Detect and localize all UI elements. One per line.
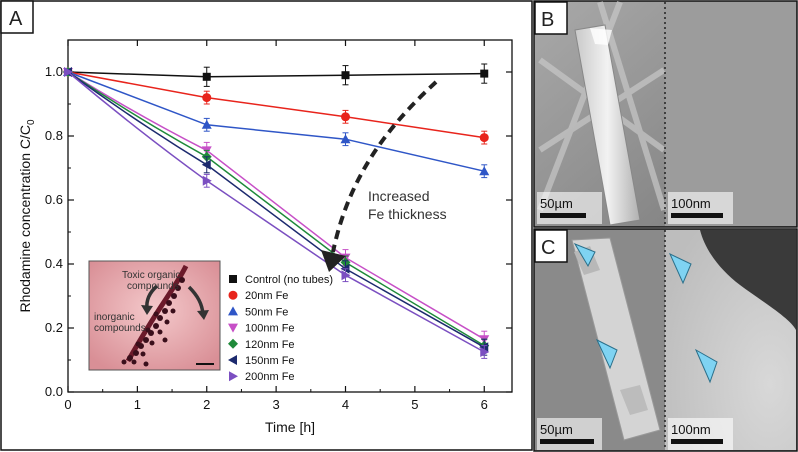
- panel-c: C 50µm 100nm: [533, 228, 798, 452]
- panel-c-scalebar-right: [671, 439, 723, 444]
- data-point: [340, 134, 351, 144]
- data-point: [480, 347, 490, 357]
- panel-b-scale-right: 100nm: [671, 196, 711, 211]
- pointer-c-3: [668, 252, 692, 285]
- panel-b-scalebar-left: [540, 213, 586, 218]
- y-tick-label: 0.4: [45, 256, 63, 271]
- x-tick-label: 3: [273, 397, 280, 412]
- legend-marker: [228, 355, 237, 365]
- annotation-line-2: Fe thickness: [368, 206, 447, 222]
- legend-label: Control (no tubes): [245, 274, 333, 286]
- data-point: [341, 112, 350, 122]
- data-point: [479, 133, 489, 143]
- legend-label: 100nm Fe: [245, 323, 295, 335]
- legend-marker: [229, 371, 238, 382]
- panel-b-letter: B: [541, 9, 554, 31]
- series-line: [67, 71, 485, 347]
- legend: Control (no tubes) 20nm Fe 50nm Fe 100nm Fe…: [228, 274, 333, 383]
- y-tick-label: 0.6: [45, 192, 63, 207]
- data-point: [202, 175, 212, 186]
- x-tick-label: 1: [134, 397, 141, 412]
- data-point: [64, 67, 73, 77]
- panel-c-scale-right: 100nm: [671, 422, 711, 437]
- y-tick-label: 0.2: [45, 320, 63, 335]
- y-tick-label: 1.0: [45, 64, 63, 79]
- series-line: [67, 71, 485, 348]
- legend-marker: [228, 323, 238, 333]
- panel-b-scalebar-right: [671, 213, 723, 218]
- data-point: [202, 93, 212, 103]
- legend-label: 120nm Fe: [245, 339, 295, 351]
- legend-marker: [229, 275, 237, 283]
- plot-frame: [67, 39, 513, 393]
- surface-c: [665, 230, 796, 450]
- legend-marker: [228, 338, 238, 349]
- legend-label: 200nm Fe: [245, 371, 295, 383]
- pointer-c-2: [595, 338, 618, 370]
- legend-label: 20nm Fe: [245, 290, 288, 302]
- inset-label-bottom-1: inorganic: [94, 312, 135, 323]
- series-line: [67, 71, 485, 340]
- x-tick-label: 5: [411, 397, 418, 412]
- data-point: [341, 270, 351, 281]
- y-tick-label: 0.8: [45, 128, 63, 143]
- x-tick-label: 0: [64, 397, 71, 412]
- data-point: [479, 166, 490, 176]
- panel-c-letter: C: [541, 237, 555, 259]
- series-line: [67, 71, 485, 353]
- data-point: [201, 119, 212, 129]
- data-point: [202, 72, 211, 81]
- x-tick-label: 2: [203, 397, 210, 412]
- annotation-line-1: Increased: [368, 188, 429, 204]
- thickness-arrow: [321, 80, 438, 272]
- x-tick-label: 4: [342, 397, 349, 412]
- y-axis-label: Rhodamine concentration C/C0: [17, 119, 37, 313]
- y-tick-label: 0.0: [45, 384, 63, 399]
- series-line: [67, 71, 485, 172]
- pointer-c-4: [694, 348, 718, 384]
- x-axis-label: Time [h]: [265, 419, 315, 435]
- data-point: [201, 159, 211, 170]
- panel-a-letter: A: [9, 8, 23, 30]
- data-point: [341, 71, 350, 80]
- series-fe200: [64, 67, 490, 359]
- panel-c-scale-left: 50µm: [540, 422, 573, 437]
- series-line: [67, 71, 485, 139]
- inset-photo: Toxic organic compounds inorganic compou…: [88, 260, 221, 371]
- microtube-b: [574, 24, 641, 226]
- pointer-c-1: [573, 242, 596, 268]
- legend-label: 150nm Fe: [245, 355, 295, 367]
- inset-label-top-1: Toxic organic: [122, 270, 180, 281]
- series-line: [67, 71, 485, 78]
- panel-b: B 50µm 100nm: [533, 0, 798, 228]
- legend-marker: [228, 306, 238, 316]
- inset-label-bottom-2: compounds: [94, 323, 146, 334]
- panel-c-scalebar-left: [540, 439, 594, 444]
- panel-a-letter-box: [0, 0, 34, 34]
- plot-area: 0 1 2 3 4 5 6 0.0 0.2 0.4 0.6 0.8 1.0 Time [h] Rhodami…: [17, 39, 513, 435]
- bubble-chain: [121, 277, 185, 367]
- panel-b-scale-left: 50µm: [540, 196, 573, 211]
- x-tick-label: 6: [481, 397, 488, 412]
- inset-label-top-2: compounds: [127, 281, 179, 292]
- legend-label: 50nm Fe: [245, 306, 288, 318]
- data-point: [480, 69, 489, 78]
- legend-marker: [228, 290, 238, 300]
